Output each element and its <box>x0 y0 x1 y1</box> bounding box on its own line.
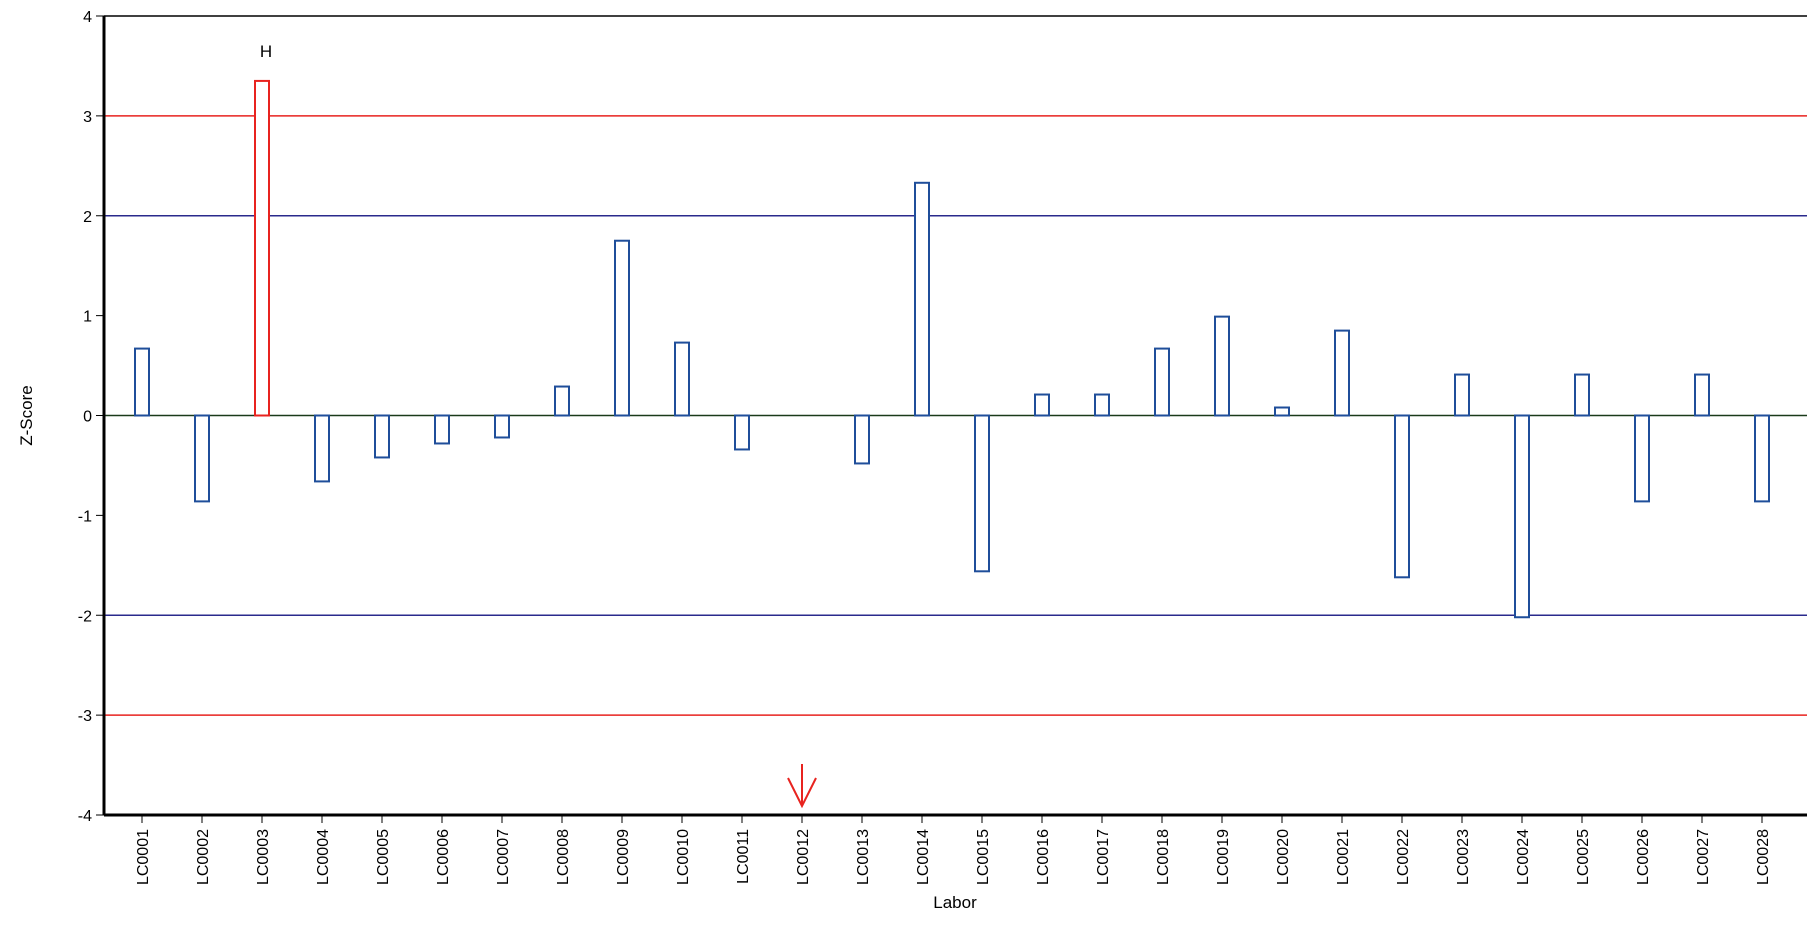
y-tick-label: -3 <box>78 708 92 725</box>
bar-lc0020 <box>1274 406 1290 417</box>
bar-lc0010 <box>674 341 690 417</box>
bar-lc0002 <box>194 414 210 503</box>
x-tick-label: LC0021 <box>1335 829 1352 885</box>
bar-lc0007 <box>494 414 510 439</box>
flag-label-lc0003: H <box>260 42 272 61</box>
x-tick-label: LC0005 <box>375 829 392 885</box>
y-tick-label: 0 <box>83 409 92 426</box>
x-tick-label: LC0010 <box>675 829 692 885</box>
bar-lc0021 <box>1334 329 1350 417</box>
marker <box>787 764 817 809</box>
bar-lc0018 <box>1154 347 1170 417</box>
bar-lc0014 <box>914 181 930 417</box>
x-tick-label: LC0024 <box>1515 829 1532 885</box>
bar-lc0019 <box>1214 315 1230 417</box>
bar-lc0013 <box>854 414 870 465</box>
x-tick-label: LC0002 <box>195 829 212 885</box>
bar-lc0015 <box>974 414 990 573</box>
x-tick-label: LC0020 <box>1275 829 1292 885</box>
x-tick-label: LC0022 <box>1395 829 1412 885</box>
x-tick-label: LC0003 <box>255 829 272 885</box>
bar-lc0026 <box>1634 414 1650 503</box>
y-tick-label: -4 <box>78 808 92 825</box>
bars <box>134 79 1770 619</box>
bar-lc0003 <box>254 79 270 417</box>
x-tick-label: LC0023 <box>1455 829 1472 885</box>
x-tick-label: LC0012 <box>795 829 812 885</box>
bar-lc0024 <box>1514 414 1530 619</box>
x-tick-label: LC0027 <box>1695 829 1712 885</box>
bar-lc0011 <box>734 414 750 451</box>
bar-lc0009 <box>614 239 630 417</box>
x-tick-label: LC0016 <box>1035 829 1052 885</box>
y-tick-label: -1 <box>78 508 92 525</box>
reference-lines <box>104 115 1807 716</box>
bar-lc0025 <box>1574 373 1590 417</box>
y-tick-label: 2 <box>83 209 92 226</box>
bar-lc0004 <box>314 414 330 483</box>
y-tick-label: 3 <box>83 109 92 126</box>
x-tick-label: LC0025 <box>1575 829 1592 885</box>
x-tick-label: LC0028 <box>1755 829 1772 885</box>
x-tick-label: LC0013 <box>855 829 872 885</box>
flags: H <box>260 42 272 61</box>
x-axis-title: Labor <box>933 893 977 912</box>
y-tick-label: 1 <box>83 309 92 326</box>
bar-lc0001 <box>134 347 150 417</box>
x-tick-label: LC0019 <box>1215 829 1232 885</box>
bar-lc0022 <box>1394 414 1410 579</box>
x-tick-label: LC0004 <box>315 829 332 885</box>
x-tick-label: LC0011 <box>735 829 752 884</box>
bar-lc0016 <box>1034 393 1050 417</box>
x-tick-label: LC0018 <box>1155 829 1172 885</box>
bar-lc0023 <box>1454 373 1470 417</box>
y-tick-label: -2 <box>78 608 92 625</box>
x-tick-label: LC0017 <box>1095 829 1112 885</box>
y-ticks: 4 3 2 1 0 -1 -2 -3 -4 <box>78 9 104 825</box>
x-tick-label: LC0006 <box>435 829 452 885</box>
x-ticks: LC0001 LC0002 LC0003 LC0004 LC0005 LC0006 LC00… <box>135 815 1772 885</box>
x-tick-label: LC0014 <box>915 829 932 885</box>
y-tick-label: 4 <box>83 9 92 26</box>
x-tick-label: LC0026 <box>1635 829 1652 885</box>
arrow-down-icon <box>787 777 817 809</box>
bar-lc0005 <box>374 414 390 459</box>
bar-lc0017 <box>1094 393 1110 417</box>
x-tick-label: LC0001 <box>135 829 152 885</box>
bar-lc0008 <box>554 385 570 417</box>
bar-lc0027 <box>1694 373 1710 417</box>
y-axis-title: Z-Score <box>17 385 36 445</box>
bar-lc0006 <box>434 414 450 445</box>
x-tick-label: LC0015 <box>975 829 992 885</box>
x-tick-label: LC0009 <box>615 829 632 885</box>
x-tick-label: LC0007 <box>495 829 512 885</box>
bar-lc0028 <box>1754 414 1770 503</box>
x-tick-label: LC0008 <box>555 829 572 885</box>
